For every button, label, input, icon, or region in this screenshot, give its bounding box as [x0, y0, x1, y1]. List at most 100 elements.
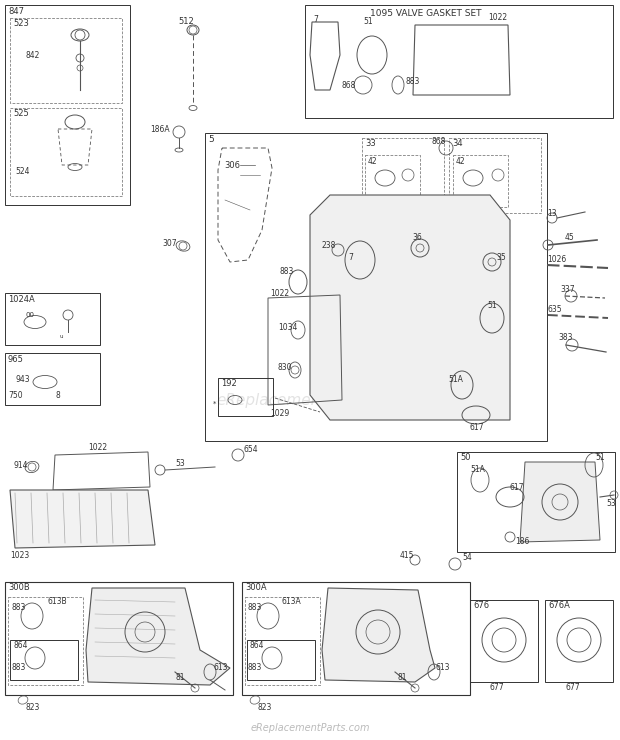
Bar	[470, 600, 538, 682]
Text: 13: 13	[547, 209, 557, 218]
Text: 306: 306	[224, 161, 240, 169]
Text: 883: 883	[12, 604, 27, 613]
Text: 1022: 1022	[270, 289, 289, 297]
Text: 300B: 300B	[8, 584, 30, 593]
Text: 1034: 1034	[278, 323, 298, 332]
Text: 823: 823	[25, 702, 40, 711]
Bar	[218, 378, 273, 416]
Bar	[5, 293, 100, 345]
Text: 300A: 300A	[245, 584, 267, 593]
Text: 823: 823	[258, 702, 272, 711]
Text: 883: 883	[405, 78, 419, 87]
Text: 337: 337	[560, 284, 575, 294]
Bar	[10, 18, 122, 103]
Text: 868: 868	[432, 138, 446, 147]
Bar	[242, 582, 470, 695]
Polygon shape	[520, 462, 600, 542]
Bar	[205, 133, 547, 441]
Bar	[5, 5, 130, 205]
Text: 54: 54	[462, 554, 472, 562]
Text: 81: 81	[398, 673, 407, 682]
Bar	[10, 108, 122, 196]
Text: 883: 883	[248, 604, 262, 613]
Text: 51: 51	[487, 300, 497, 309]
Text: 1022: 1022	[88, 443, 107, 452]
Text: 525: 525	[13, 110, 29, 118]
Text: 654: 654	[243, 445, 258, 454]
Text: 1024A: 1024A	[8, 295, 35, 303]
Text: 635: 635	[548, 304, 562, 314]
Text: 676: 676	[473, 602, 489, 610]
Text: 830: 830	[278, 363, 293, 371]
Text: 307: 307	[162, 240, 177, 249]
Bar	[245, 597, 320, 685]
Text: 613A: 613A	[282, 596, 302, 605]
Text: 613: 613	[214, 662, 229, 671]
Text: 7: 7	[313, 16, 318, 24]
Bar	[5, 582, 233, 695]
Text: u: u	[60, 334, 63, 340]
Text: 51A: 51A	[470, 465, 485, 474]
Text: 42: 42	[368, 156, 378, 166]
Text: 1023: 1023	[10, 551, 29, 559]
Text: 36: 36	[412, 234, 422, 243]
Text: 238: 238	[322, 241, 337, 251]
Text: 676A: 676A	[548, 602, 570, 610]
Text: 415: 415	[400, 551, 415, 560]
Text: 42: 42	[456, 156, 466, 166]
Text: 45: 45	[565, 232, 575, 241]
Bar	[545, 600, 613, 682]
Text: 5: 5	[208, 135, 214, 144]
Text: 186: 186	[515, 536, 529, 545]
Text: eReplacementParts.com: eReplacementParts.com	[250, 723, 370, 733]
Text: 192: 192	[221, 380, 237, 388]
Text: 613: 613	[436, 662, 451, 671]
Text: 33: 33	[365, 140, 376, 149]
Bar	[365, 155, 420, 207]
Text: 186A: 186A	[150, 126, 170, 135]
Text: 842: 842	[25, 50, 40, 59]
Polygon shape	[86, 588, 230, 685]
Text: eReplacementParts.com: eReplacementParts.com	[216, 392, 404, 408]
Bar	[362, 138, 444, 213]
Bar	[449, 138, 541, 213]
Text: 965: 965	[8, 354, 24, 363]
Text: 613B: 613B	[48, 596, 68, 605]
Text: *: *	[213, 401, 216, 407]
Text: 677: 677	[565, 684, 580, 693]
Text: 524: 524	[15, 167, 30, 177]
Text: 943: 943	[15, 375, 30, 385]
Text: 1022: 1022	[488, 13, 507, 22]
Text: 883: 883	[12, 664, 27, 673]
Text: 847: 847	[8, 7, 24, 16]
Text: 1026: 1026	[547, 255, 566, 264]
Text: 51A: 51A	[448, 374, 463, 383]
Text: 523: 523	[13, 19, 29, 29]
Text: 53: 53	[606, 500, 616, 508]
Text: 868: 868	[342, 81, 356, 90]
Bar	[453, 155, 508, 207]
Text: 677: 677	[490, 684, 505, 693]
Text: 383: 383	[558, 332, 572, 341]
Text: 51: 51	[363, 18, 373, 27]
Text: 750: 750	[8, 391, 22, 400]
Bar	[10, 640, 78, 680]
Text: 512: 512	[178, 18, 193, 27]
Text: 617: 617	[510, 483, 525, 493]
Polygon shape	[10, 490, 155, 548]
Text: 8: 8	[55, 391, 60, 400]
Bar	[457, 452, 615, 552]
Polygon shape	[322, 588, 435, 682]
Text: 883: 883	[280, 267, 294, 277]
Text: 51: 51	[595, 452, 604, 462]
Text: 50: 50	[460, 454, 471, 462]
Bar	[5, 353, 100, 405]
Text: 617: 617	[470, 423, 484, 432]
Bar	[8, 597, 83, 685]
Text: 34: 34	[452, 140, 463, 149]
Polygon shape	[310, 195, 510, 420]
Text: 914: 914	[13, 460, 27, 469]
Text: 883: 883	[248, 664, 262, 673]
Text: 81: 81	[175, 673, 185, 682]
Text: 35: 35	[496, 254, 506, 263]
